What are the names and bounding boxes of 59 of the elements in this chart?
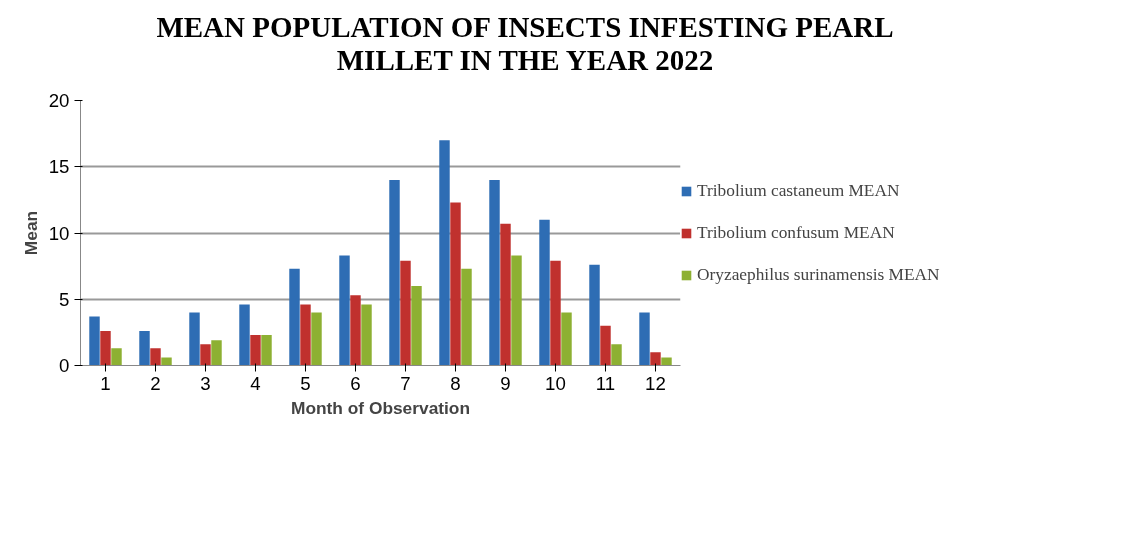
bar	[450, 202, 461, 366]
x-axis-title: Month of Observation	[290, 397, 471, 418]
bar	[550, 260, 561, 366]
x-tick-label: 3	[200, 372, 211, 394]
y-tick-label: 20	[48, 90, 70, 111]
bar	[289, 268, 300, 366]
bar	[489, 180, 500, 366]
bar	[150, 348, 161, 366]
bar	[600, 325, 611, 366]
bar	[389, 180, 400, 366]
bar	[639, 312, 650, 366]
y-tick-label: 10	[48, 222, 70, 244]
bar	[539, 219, 550, 366]
bar	[500, 223, 511, 366]
x-tick-label: 8	[450, 372, 461, 394]
bar	[89, 316, 100, 366]
chart-title: MEAN POPULATION OF INSECTS INFESTING PEARL MILLET IN THE YEAR 2022	[155, 11, 895, 78]
x-tick-label: 11	[595, 372, 616, 394]
legend-label: Oryzaephilus surinamensis MEAN	[697, 264, 940, 285]
bar	[189, 312, 200, 366]
x-tick-label: 4	[250, 372, 261, 394]
bar	[361, 304, 372, 366]
bar	[261, 335, 272, 366]
bar	[461, 268, 472, 366]
bar	[161, 357, 172, 366]
bar	[100, 331, 111, 366]
bar	[300, 304, 311, 366]
y-tick-label: 15	[48, 156, 70, 178]
bar	[650, 352, 661, 366]
x-tick-label: 10	[545, 372, 566, 394]
bar	[211, 340, 222, 366]
x-tick-label: 5	[300, 372, 311, 394]
bar	[350, 295, 361, 366]
bar	[200, 344, 211, 366]
legend-label: Tribolium confusum MEAN	[697, 222, 895, 243]
x-tick-label: 12	[645, 372, 666, 394]
bar	[339, 255, 350, 366]
bar	[661, 357, 672, 366]
bar	[411, 286, 422, 366]
bar	[111, 348, 122, 366]
x-tick-label: 7	[400, 372, 411, 394]
bar	[311, 312, 322, 366]
legend-label: Tribolium castaneum MEAN	[697, 180, 900, 201]
bar	[561, 312, 572, 366]
x-tick-label: 1	[100, 372, 111, 394]
bar	[250, 335, 261, 366]
x-tick-label: 2	[150, 372, 161, 394]
bar	[139, 331, 150, 366]
x-tick-label: 9	[500, 372, 511, 394]
bar	[239, 304, 250, 366]
bar	[400, 260, 411, 366]
bar	[589, 264, 600, 366]
y-tick-label: 5	[59, 288, 70, 310]
y-tick-label: 0	[59, 355, 70, 376]
bar	[511, 255, 522, 366]
bar	[439, 140, 450, 366]
bar	[611, 344, 622, 366]
y-axis-title: Mean	[20, 210, 41, 256]
x-tick-label: 6	[350, 372, 361, 394]
